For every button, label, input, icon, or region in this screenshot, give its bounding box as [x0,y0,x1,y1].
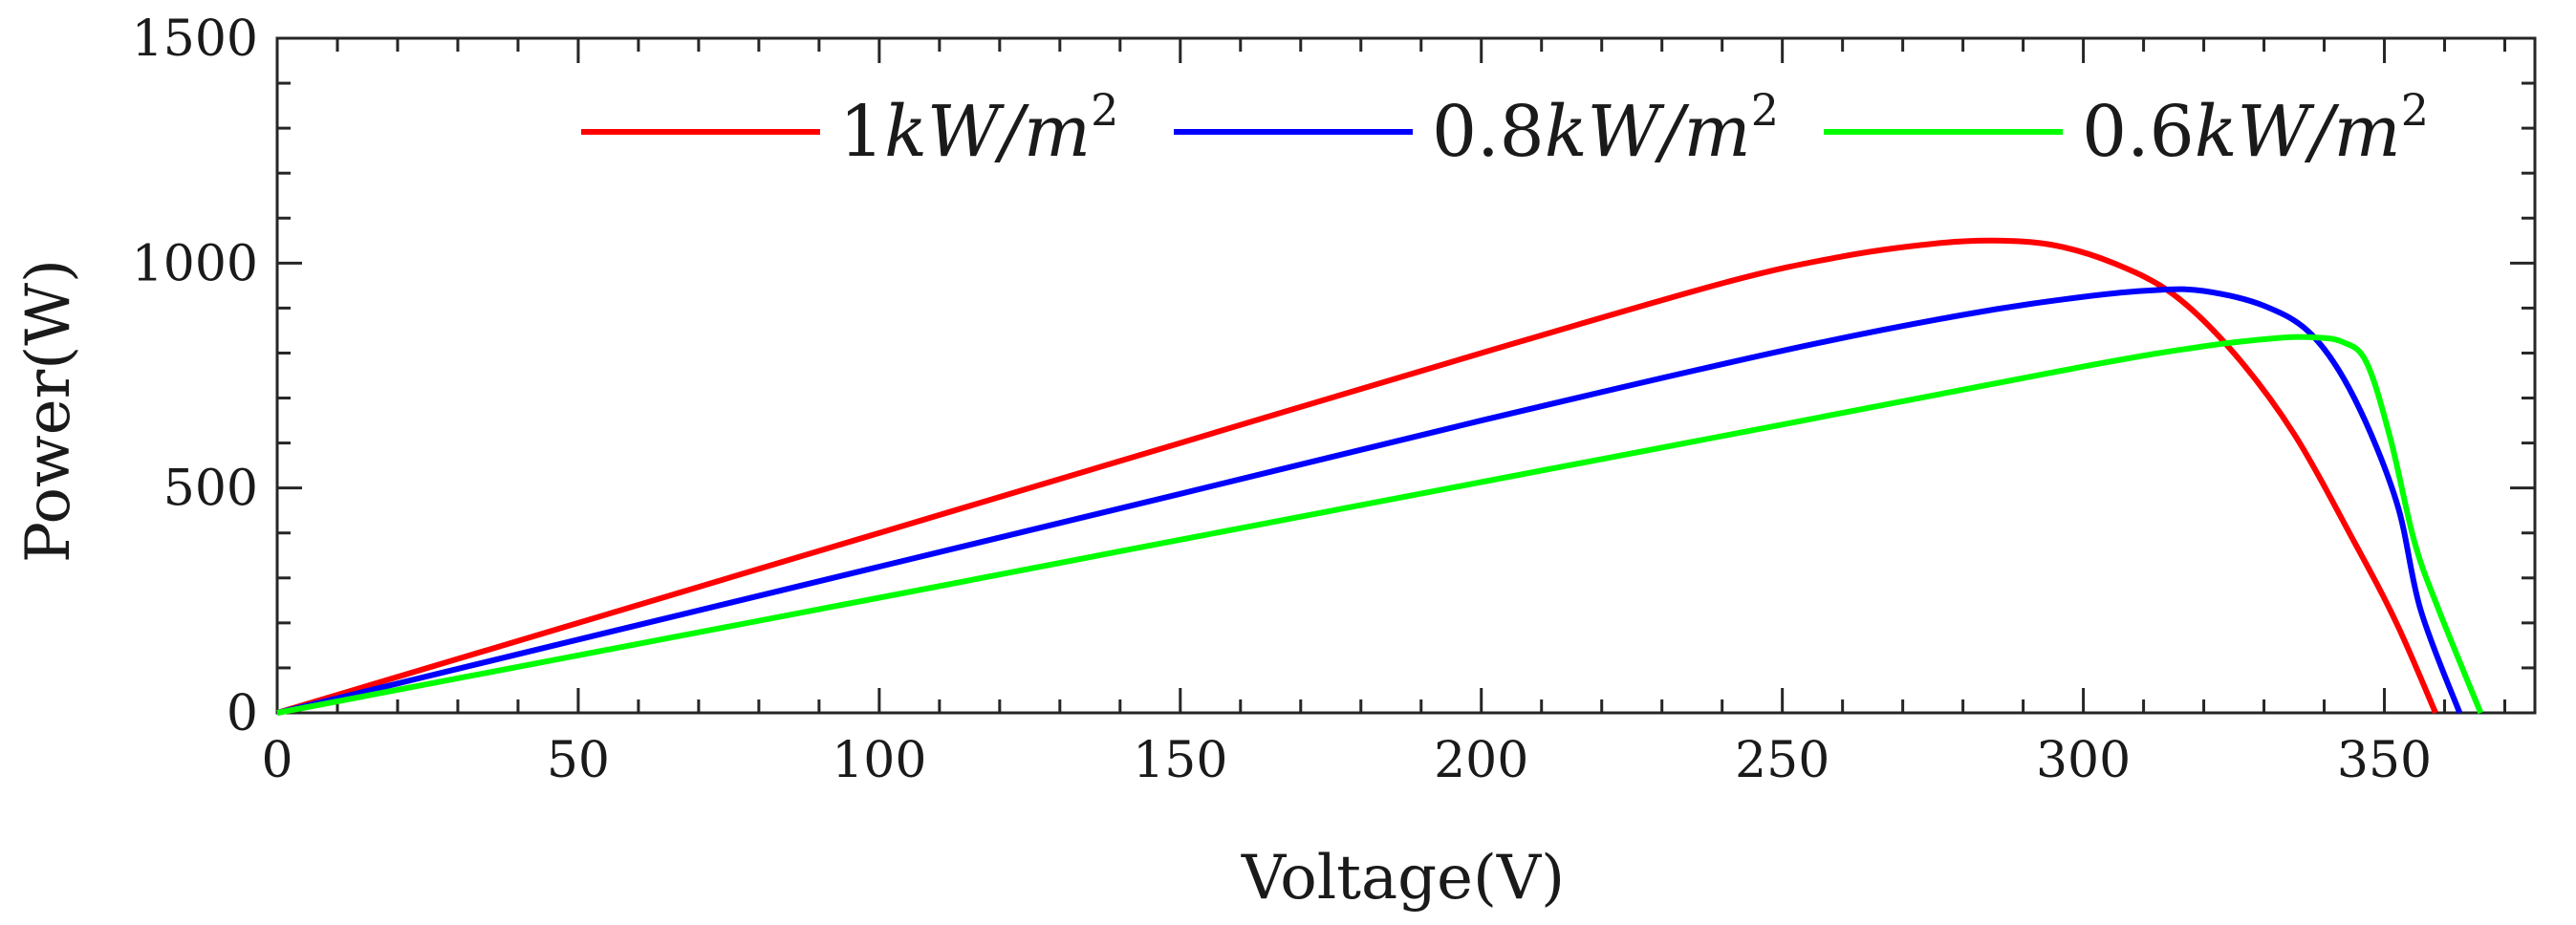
legend: 1kW/m2 0.8kW/m2 0.6kW/m2 [581,84,2429,173]
y-tick-label: 1500 [132,11,258,68]
legend-label-0-8kw: 0.8kW/m2 [1432,84,1779,173]
y-axis-ticks: 0 500 1000 1500 [132,11,2535,742]
series-line-0-6kw [276,333,2484,716]
legend-label-0-6kw: 0.6kW/m2 [2082,84,2429,173]
x-tick-label: 250 [1735,732,1829,789]
plot-border [275,36,2537,715]
plot-frame [275,36,2537,715]
x-tick-label: 350 [2337,732,2432,789]
x-tick-label: 100 [832,732,926,789]
x-tick-label: 300 [2036,732,2131,789]
x-tick-label: 50 [547,732,610,789]
y-tick-label: 0 [227,685,258,742]
series-lines [276,237,2484,716]
x-tick-label: 0 [261,732,292,789]
y-axis-title: Power(W) [13,259,84,563]
legend-label-1kw: 1kW/m2 [839,84,1118,173]
x-tick-label: 200 [1434,732,1528,789]
x-tick-label: 150 [1133,732,1227,789]
y-tick-label: 500 [163,461,258,518]
series-line-0-8kw [276,286,2463,716]
y-tick-label: 1000 [132,235,258,292]
series-line-1kw [276,237,2438,716]
x-axis-title: Voltage(V) [1241,843,1565,914]
x-axis-ticks: 0 50 100 150 200 250 300 350 [261,38,2507,789]
